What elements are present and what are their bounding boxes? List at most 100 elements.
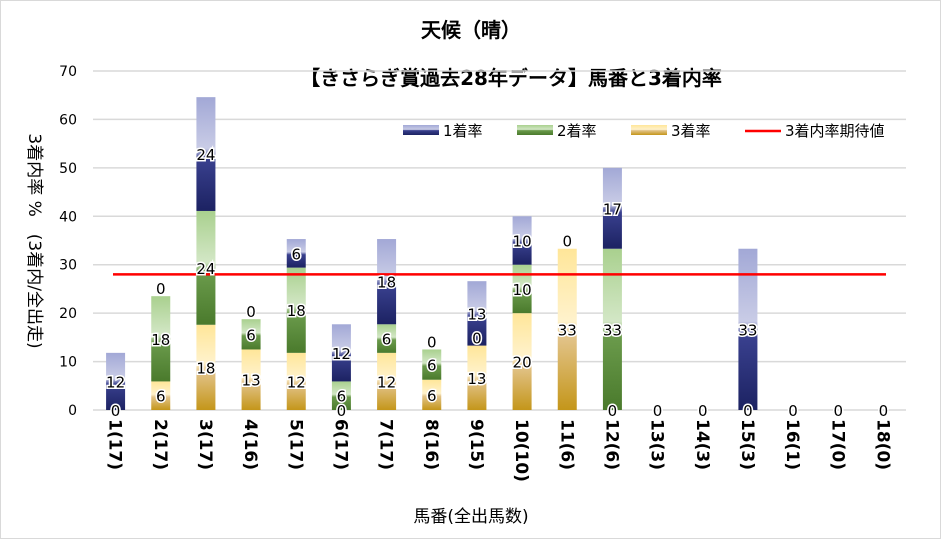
bar-1着率	[331, 324, 351, 382]
y-tick-label: 10	[59, 355, 77, 371]
bar-1着率	[196, 97, 216, 211]
x-tick-label: 9(15)	[466, 419, 486, 470]
x-tick-label: 18(0)	[872, 419, 892, 470]
data-label: 0	[608, 402, 618, 420]
data-label: 0	[698, 402, 708, 420]
legend-label-1st: 1着率	[443, 122, 483, 140]
data-label: 18	[287, 302, 306, 320]
bar-3着率	[286, 352, 306, 410]
data-label: 0	[156, 280, 166, 298]
bar-1着率	[512, 216, 532, 265]
legend-label-expected: 3着内率期待値	[785, 122, 885, 140]
y-tick-label: 30	[59, 258, 77, 274]
chart-subtitle: 【きさらぎ賞過去28年データ】馬番と3着内率	[300, 66, 722, 90]
y-tick-label: 0	[68, 403, 77, 419]
data-label: 6	[427, 357, 437, 375]
x-tick-label: 17(0)	[827, 419, 847, 470]
y-tick-label: 50	[59, 161, 77, 177]
legend: 1着率 2着率 3着率 3着内率期待値	[403, 122, 885, 140]
bar-3着率	[467, 345, 487, 410]
data-label: 18	[151, 331, 170, 349]
y-axis-label: 3着内率 % (3着内/全出走)	[24, 133, 44, 348]
data-label: 0	[427, 333, 437, 351]
data-label: 6	[337, 388, 347, 406]
x-axis-label: 馬番(全出馬数)	[413, 507, 528, 527]
bar-2着率	[512, 264, 532, 314]
x-tick-label: 6(17)	[330, 419, 350, 470]
legend-swatch-2nd	[517, 125, 553, 135]
bar-2着率	[331, 381, 351, 410]
x-tick-label: 15(3)	[737, 419, 757, 470]
data-label: 20	[513, 354, 532, 372]
data-label: 17	[603, 200, 622, 218]
data-label: 0	[743, 402, 753, 420]
data-label: 13	[242, 372, 261, 390]
bar-1着率	[377, 239, 397, 325]
x-tick-label: 14(3)	[692, 419, 712, 470]
data-label: 0	[472, 330, 482, 348]
x-tick-label: 13(3)	[647, 419, 667, 470]
data-label: 6	[156, 388, 166, 406]
data-label: 33	[738, 321, 757, 339]
legend-label-2nd: 2着率	[557, 122, 597, 140]
data-label: 0	[111, 402, 121, 420]
data-label: 0	[788, 402, 798, 420]
bar-2着率	[241, 319, 261, 350]
data-label: 24	[196, 260, 215, 278]
legend-swatch-3rd	[631, 125, 667, 135]
y-tick-label: 60	[59, 112, 77, 128]
bar-3着率	[422, 379, 442, 410]
bar-2着率	[286, 267, 306, 353]
bar-3着率	[512, 313, 532, 410]
bar-2着率	[422, 349, 442, 380]
data-label: 0	[562, 233, 572, 251]
x-tick-label: 10(10)	[511, 419, 531, 482]
data-label: 0	[246, 303, 256, 321]
bar-3着率	[377, 352, 397, 410]
data-label: 0	[337, 402, 347, 420]
data-label: 12	[377, 373, 396, 391]
data-label: 18	[377, 274, 396, 292]
data-label: 12	[287, 373, 306, 391]
bar-3着率	[151, 381, 171, 410]
bar-1着率	[467, 281, 487, 346]
bar-2着率	[377, 324, 397, 353]
x-tick-label: 12(6)	[601, 419, 621, 470]
data-label: 10	[513, 281, 532, 299]
data-label: 0	[653, 402, 663, 420]
bar-2着率	[151, 296, 171, 382]
legend-swatch-1st	[403, 125, 439, 135]
bar-1着率	[286, 239, 306, 268]
bar-2着率	[602, 248, 622, 410]
data-label: 24	[196, 146, 215, 164]
data-label: 0	[879, 402, 889, 420]
bar-1着率	[602, 167, 622, 249]
bar-1着率	[106, 352, 126, 410]
data-label: 33	[603, 321, 622, 339]
y-tick-label: 70	[59, 64, 77, 80]
bar-3着率	[196, 324, 216, 410]
x-tick-label: 4(16)	[240, 419, 260, 470]
bar-3着率	[241, 349, 261, 410]
bar-2着率	[196, 210, 216, 325]
x-tick-label: 7(17)	[376, 419, 396, 470]
x-tick-label: 2(17)	[150, 419, 170, 470]
x-tick-label: 11(6)	[556, 419, 576, 470]
data-label: 10	[513, 233, 532, 251]
data-label: 6	[382, 331, 392, 349]
bar-3着率	[557, 248, 577, 410]
chart-title: 天候（晴）	[421, 18, 521, 42]
data-label: 12	[106, 373, 125, 391]
y-tick-label: 40	[59, 209, 77, 225]
x-tick-label: 1(17)	[105, 419, 125, 470]
data-label: 0	[833, 402, 843, 420]
bar-1着率	[738, 248, 758, 410]
data-label: 12	[332, 345, 351, 363]
x-tick-label: 16(1)	[782, 419, 802, 470]
x-tick-label: 8(16)	[421, 419, 441, 470]
legend-label-3rd: 3着率	[671, 122, 711, 140]
data-label: 13	[467, 305, 486, 323]
data-label: 18	[196, 359, 215, 377]
